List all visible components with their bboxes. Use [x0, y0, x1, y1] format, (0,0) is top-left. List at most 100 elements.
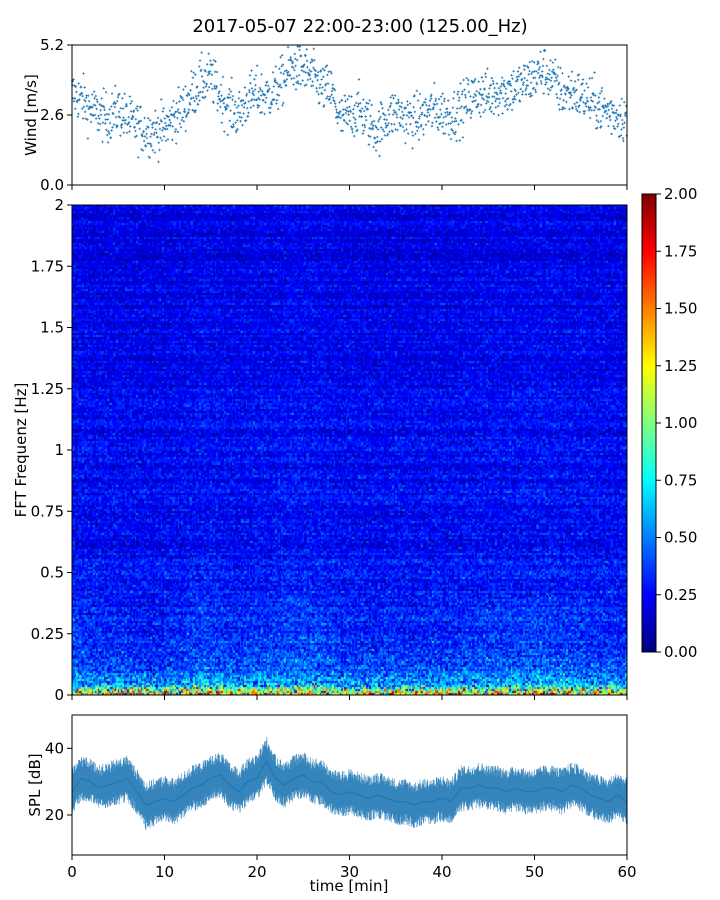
wind-point [83, 110, 87, 114]
spec-y-tick-label: 1 [54, 441, 64, 459]
wind-point [229, 90, 233, 93]
wind-point [239, 119, 242, 123]
wind-point [496, 93, 499, 96]
wind-point [264, 84, 268, 87]
wind-point [560, 88, 563, 92]
wind-point [295, 58, 299, 62]
wind-point [517, 75, 520, 78]
wind-point [209, 59, 212, 62]
wind-point [102, 87, 105, 90]
wind-point [598, 92, 602, 95]
wind-point [411, 147, 414, 150]
wind-point [162, 107, 165, 110]
wind-point [544, 83, 547, 86]
wind-point [353, 121, 357, 125]
wind-point [141, 134, 144, 138]
wind-point [226, 133, 229, 137]
wind-point [391, 113, 395, 116]
wind-point [474, 99, 477, 102]
wind-point [304, 71, 308, 74]
wind-point [616, 125, 619, 128]
wind-point [330, 71, 333, 75]
wind-point [142, 130, 145, 133]
wind-point [454, 119, 458, 123]
wind-point [434, 97, 438, 101]
wind-point [381, 106, 384, 110]
wind-point [408, 102, 412, 105]
wind-point [393, 94, 397, 97]
wind-point [151, 126, 154, 129]
wind-point [570, 93, 573, 97]
wind-point [618, 104, 622, 107]
wind-point [218, 90, 221, 93]
wind-point [271, 71, 275, 74]
wind-point [318, 101, 321, 104]
wind-point [568, 107, 571, 111]
wind-point [433, 103, 436, 107]
wind-point [421, 103, 425, 106]
wind-point [236, 111, 240, 114]
wind-point [353, 134, 356, 138]
wind-point [267, 84, 270, 88]
wind-point [320, 78, 323, 81]
wind-point [112, 123, 116, 126]
wind-point [146, 117, 150, 120]
wind-point [311, 84, 315, 87]
wind-point [481, 80, 485, 83]
wind-point [378, 154, 381, 158]
wind-point [219, 100, 222, 103]
wind-point [492, 95, 496, 99]
wind-point [605, 117, 608, 120]
wind-point [219, 105, 222, 109]
wind-point [269, 111, 272, 114]
wind-point [177, 108, 180, 111]
wind-point [569, 91, 572, 94]
wind-point [376, 135, 379, 139]
wind-point [395, 116, 399, 119]
wind-point [326, 95, 329, 98]
wind-point [281, 104, 284, 107]
wind-point [558, 97, 562, 100]
wind-point [197, 94, 200, 98]
wind-point [325, 97, 328, 100]
wind-point [173, 115, 176, 119]
wind-point [258, 86, 262, 90]
wind-point [521, 93, 524, 96]
wind-point [123, 92, 126, 96]
wind-point [235, 129, 238, 132]
wind-point [529, 81, 533, 84]
wind-point [502, 83, 505, 87]
wind-point [443, 99, 446, 103]
wind-point [585, 96, 589, 100]
wind-y-tick-label: 5.2 [40, 36, 64, 54]
wind-point [490, 110, 493, 113]
wind-point [135, 107, 138, 110]
wind-point [596, 102, 599, 105]
wind-point [622, 139, 625, 143]
wind-point [280, 54, 284, 57]
wind-point [539, 79, 543, 83]
wind-point [457, 99, 461, 102]
wind-point [454, 130, 457, 134]
wind-point [611, 103, 614, 107]
wind-point [265, 80, 269, 84]
wind-point [243, 86, 247, 89]
wind-point [167, 115, 170, 118]
wind-point [518, 100, 522, 103]
wind-point [584, 102, 587, 105]
wind-point [211, 63, 214, 66]
wind-point [581, 78, 585, 81]
wind-point [256, 103, 259, 107]
wind-point [109, 136, 113, 139]
wind-point [226, 104, 230, 108]
wind-point [305, 48, 308, 51]
wind-point [473, 93, 476, 96]
wind-point [523, 68, 526, 71]
wind-point [323, 88, 327, 92]
wind-point [545, 64, 549, 68]
wind-point [477, 91, 481, 94]
spl-series [71, 737, 628, 831]
wind-point [359, 110, 363, 114]
wind-point [86, 137, 90, 140]
wind-point [308, 68, 311, 72]
